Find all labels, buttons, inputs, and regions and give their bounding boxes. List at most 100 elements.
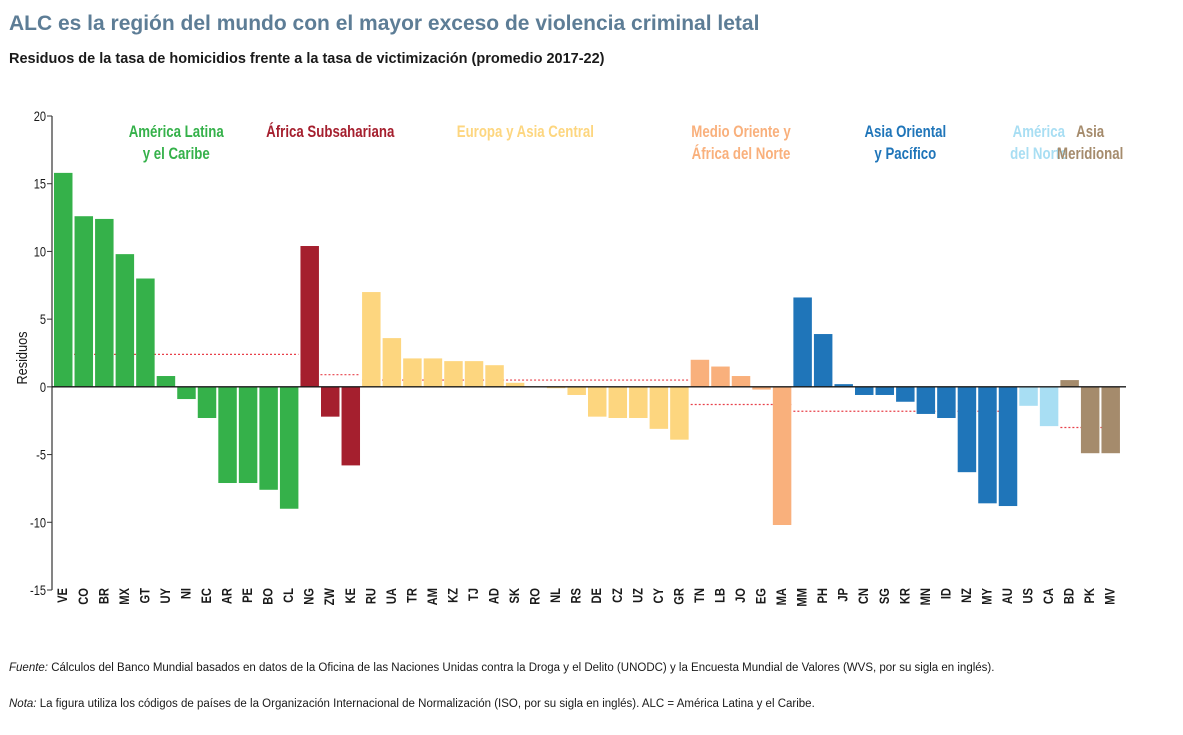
x-tick-label-cz: CZ bbox=[610, 588, 625, 603]
bar-ma bbox=[772, 386, 792, 525]
region-label-eca: Europa y Asia Central bbox=[457, 123, 594, 142]
x-tick-label-br: BR bbox=[96, 588, 111, 604]
x-tick-label-jo: JO bbox=[733, 588, 748, 603]
bar-eg bbox=[752, 386, 771, 390]
x-tick-label-nz: NZ bbox=[959, 588, 974, 603]
x-tick-label-my: MY bbox=[979, 588, 994, 605]
x-tick-label-ng: NG bbox=[302, 588, 317, 605]
x-tick-label-id: ID bbox=[938, 588, 953, 599]
bar-cz bbox=[608, 386, 628, 419]
x-tick-label-tj: TJ bbox=[466, 588, 481, 601]
bar-co bbox=[74, 216, 94, 387]
bar-kz bbox=[444, 361, 463, 387]
bar-zw bbox=[321, 386, 340, 417]
x-tick-label-rs: RS bbox=[569, 588, 584, 604]
x-tick-label-am: AM bbox=[425, 588, 440, 605]
y-tick-label: 0 bbox=[40, 380, 46, 395]
bar-ni bbox=[177, 386, 196, 400]
x-tick-label-pk: PK bbox=[1082, 587, 1097, 603]
bar-ng bbox=[300, 246, 319, 387]
x-tick-label-ec: EC bbox=[199, 588, 214, 604]
bar-cl bbox=[279, 386, 299, 509]
x-tick-label-ar: AR bbox=[219, 588, 234, 604]
x-tick-label-tn: TN bbox=[692, 588, 707, 603]
region-label-ssa: África Subsahariana bbox=[266, 123, 395, 142]
bar-mn bbox=[916, 386, 936, 414]
x-tick-label-bd: BD bbox=[1061, 588, 1076, 604]
bar-ua bbox=[382, 338, 402, 387]
x-tick-label-uz: UZ bbox=[630, 588, 645, 603]
x-tick-label-ad: AD bbox=[486, 588, 501, 604]
bar-uz bbox=[629, 386, 648, 419]
region-label-alc: América Latina bbox=[129, 123, 224, 142]
bar-id bbox=[937, 386, 956, 419]
bar-tn bbox=[690, 359, 710, 387]
x-tick-label-jp: JP bbox=[836, 588, 851, 602]
bar-ca bbox=[1039, 386, 1059, 427]
bar-us bbox=[1019, 386, 1038, 406]
bar-mm bbox=[793, 297, 812, 387]
note-text: La figura utiliza los códigos de países … bbox=[36, 698, 815, 710]
x-tick-label-de: DE bbox=[589, 588, 604, 604]
y-tick-label: 15 bbox=[34, 177, 46, 192]
y-tick-label: -5 bbox=[36, 448, 46, 463]
bar-bo bbox=[259, 386, 278, 490]
x-tick-label-bo: BO bbox=[260, 588, 275, 605]
bar-ve bbox=[54, 172, 73, 387]
x-tick-label-uy: UY bbox=[158, 588, 173, 604]
x-tick-label-ca: CA bbox=[1041, 588, 1056, 604]
x-tick-label-gr: GR bbox=[671, 588, 686, 605]
bar-cn bbox=[855, 386, 874, 395]
bar-cy bbox=[649, 386, 669, 429]
x-tick-label-ke: KE bbox=[343, 588, 358, 604]
region-label-mena: África del Norte bbox=[692, 145, 791, 164]
x-tick-label-au: AU bbox=[1000, 588, 1015, 604]
bar-ad bbox=[485, 365, 504, 387]
x-tick-label-sg: SG bbox=[877, 588, 892, 604]
bars bbox=[54, 172, 1120, 525]
x-tick-label-ma: MA bbox=[774, 588, 789, 605]
bar-tr bbox=[403, 358, 422, 387]
x-tick-label-pe: PE bbox=[240, 588, 255, 603]
bar-de bbox=[588, 386, 607, 417]
source-text: Cálculos del Banco Mundial basados en da… bbox=[48, 662, 995, 674]
x-tick-label-mm: MM bbox=[794, 588, 809, 607]
x-tick-label-cl: CL bbox=[281, 588, 296, 603]
x-tick-label-ph: PH bbox=[815, 588, 830, 604]
x-tick-label-sk: SK bbox=[507, 587, 522, 603]
x-tick-label-cy: CY bbox=[651, 588, 666, 604]
bar-nz bbox=[957, 386, 977, 473]
bar-jp bbox=[834, 384, 853, 387]
x-tick-label-mx: MX bbox=[117, 588, 132, 605]
source-label: Fuente: bbox=[9, 662, 48, 674]
region-labels: América Latina y el Caribe África Subsahar… bbox=[129, 123, 1124, 164]
footnote-source: Fuente: Cálculos del Banco Mundial basad… bbox=[9, 660, 1169, 676]
y-tick-label: 20 bbox=[34, 109, 46, 124]
region-label-eap: y Pacífico bbox=[874, 145, 936, 164]
x-tick-label-lb: LB bbox=[712, 588, 727, 603]
y-tick-label: 5 bbox=[40, 312, 46, 327]
x-tick-label-kz: KZ bbox=[445, 588, 460, 603]
region-label-na: del Norte bbox=[1010, 145, 1067, 164]
bar-pe bbox=[238, 386, 258, 484]
bar-br bbox=[95, 218, 114, 387]
axes bbox=[47, 115, 53, 591]
bar-jo bbox=[731, 376, 751, 387]
region-label-na: América bbox=[1013, 123, 1066, 142]
footnote-note: Nota: La figura utiliza los códigos de p… bbox=[9, 696, 1169, 712]
x-tick-label-mv: MV bbox=[1103, 588, 1118, 605]
bar-mv bbox=[1101, 386, 1120, 454]
bar-rs bbox=[567, 386, 586, 395]
bar-gt bbox=[136, 278, 155, 387]
x-tick-label-gt: GT bbox=[137, 588, 152, 604]
y-tick-label: -10 bbox=[30, 515, 46, 530]
x-tick-label-ve: VE bbox=[55, 588, 70, 603]
bar-mx bbox=[115, 254, 135, 387]
bar-ke bbox=[341, 386, 361, 466]
region-label-sa: Meridional bbox=[1057, 145, 1123, 164]
bar-ec bbox=[197, 386, 217, 419]
x-tick-label-mn: MN bbox=[918, 588, 933, 605]
bar-tj bbox=[464, 361, 484, 387]
bar-sk bbox=[505, 382, 525, 387]
